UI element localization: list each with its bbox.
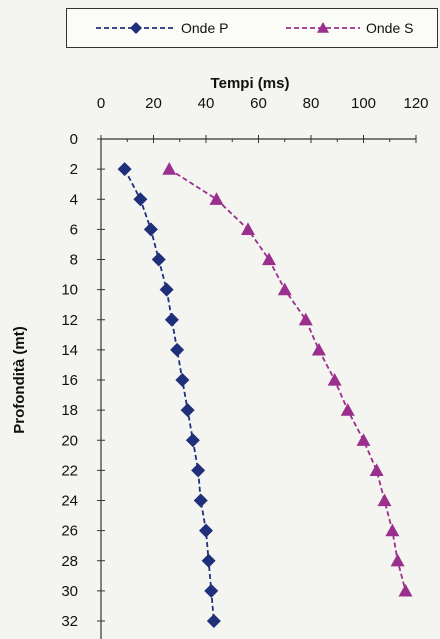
legend-label: Onde S bbox=[366, 20, 413, 36]
data-point-onde-s bbox=[377, 493, 392, 507]
data-point-onde-p bbox=[159, 282, 174, 297]
data-point-onde-p bbox=[180, 403, 195, 418]
y-tick-label: 12 bbox=[61, 312, 78, 329]
data-point-onde-p bbox=[185, 433, 200, 448]
data-point-onde-p bbox=[117, 162, 132, 177]
data-point-onde-p bbox=[133, 192, 148, 207]
data-point-onde-s bbox=[209, 192, 224, 205]
y-tick-label: 0 bbox=[70, 131, 78, 148]
data-point-onde-s bbox=[298, 312, 313, 326]
legend-marker-triangle bbox=[317, 22, 329, 33]
data-point-onde-p bbox=[170, 342, 185, 357]
data-point-onde-s bbox=[277, 282, 292, 296]
y-tick-label: 20 bbox=[61, 432, 78, 449]
data-point-onde-p bbox=[151, 252, 166, 267]
y-tick-label: 18 bbox=[61, 402, 78, 419]
data-point-onde-p bbox=[175, 373, 190, 387]
data-point-onde-s bbox=[327, 373, 342, 386]
y-tick-label: 30 bbox=[61, 583, 78, 600]
y-axis-title: Profondità (mt) bbox=[11, 326, 28, 433]
x-tick-label: 80 bbox=[303, 95, 320, 112]
y-tick-label: 10 bbox=[61, 282, 78, 299]
y-tick-label: 26 bbox=[61, 523, 78, 540]
y-tick-label: 32 bbox=[61, 613, 78, 630]
data-point-onde-s bbox=[262, 252, 276, 266]
y-tick-label: 6 bbox=[70, 221, 78, 238]
data-point-onde-p bbox=[193, 493, 208, 508]
legend-label: Onde P bbox=[181, 20, 228, 36]
data-point-onde-s bbox=[385, 523, 400, 537]
data-point-onde-s bbox=[162, 162, 177, 175]
x-axis-title: Tempi (ms) bbox=[211, 75, 290, 92]
data-point-onde-p bbox=[204, 583, 219, 598]
series-line-onde-p bbox=[123, 168, 215, 622]
y-tick-label: 14 bbox=[61, 342, 78, 359]
y-tick-label: 24 bbox=[61, 493, 78, 510]
data-point-onde-p bbox=[164, 312, 179, 327]
data-point-onde-s bbox=[369, 463, 384, 476]
y-tick-label: 2 bbox=[70, 161, 78, 178]
y-tick-label: 4 bbox=[70, 191, 78, 208]
data-point-onde-p bbox=[143, 222, 158, 237]
x-tick-label: 120 bbox=[403, 95, 428, 112]
y-tick-label: 16 bbox=[61, 372, 78, 389]
data-point-onde-s bbox=[390, 553, 405, 567]
data-point-onde-p bbox=[199, 523, 213, 538]
x-tick-label: 100 bbox=[351, 95, 376, 112]
y-tick-label: 28 bbox=[61, 553, 78, 570]
x-tick-label: 0 bbox=[97, 95, 105, 112]
data-point-onde-p bbox=[206, 614, 221, 628]
data-point-onde-s bbox=[340, 403, 355, 416]
data-point-onde-s bbox=[241, 222, 255, 235]
x-tick-label: 40 bbox=[198, 95, 215, 112]
data-point-onde-p bbox=[191, 463, 206, 478]
x-tick-label: 60 bbox=[250, 95, 267, 112]
y-tick-label: 8 bbox=[70, 252, 78, 269]
legend-marker-diamond bbox=[130, 22, 142, 34]
data-point-onde-s bbox=[311, 342, 326, 356]
data-point-onde-s bbox=[356, 433, 371, 446]
data-point-onde-p bbox=[201, 553, 216, 568]
y-tick-label: 22 bbox=[61, 462, 78, 479]
data-point-onde-s bbox=[398, 583, 413, 597]
x-tick-label: 20 bbox=[145, 95, 162, 112]
